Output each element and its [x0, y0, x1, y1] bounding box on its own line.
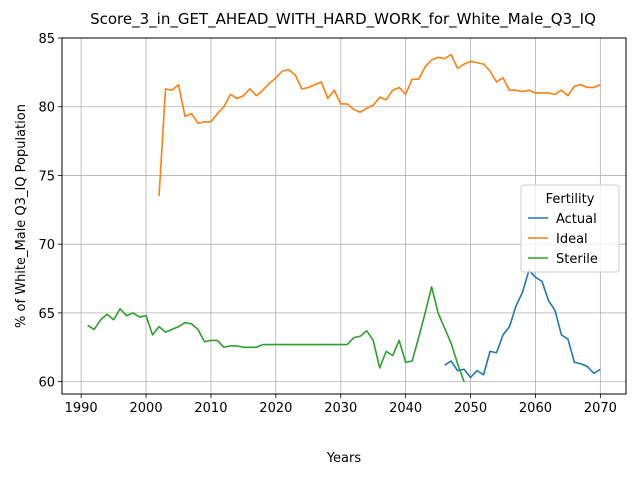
series-line-sterile	[87, 285, 465, 382]
y-tick-label: 70	[38, 238, 55, 253]
chart-title: Score_3_in_GET_AHEAD_WITH_HARD_WORK_for_…	[90, 10, 596, 29]
legend-label-ideal: Ideal	[556, 232, 588, 247]
x-tick-label: 2040	[389, 401, 422, 416]
series-layer	[87, 53, 601, 382]
x-tick-label: 2000	[130, 401, 163, 416]
x-tick-label: 1990	[65, 401, 98, 416]
legend-label-actual: Actual	[556, 212, 597, 227]
y-tick-label: 85	[38, 32, 55, 47]
y-tick-label: 60	[38, 376, 55, 391]
x-tick-label: 2060	[519, 401, 552, 416]
x-tick-label: 2050	[454, 401, 487, 416]
legend-items: Actual Ideal Sterile	[528, 212, 598, 267]
y-tick-label: 65	[38, 307, 55, 322]
series-line-actual	[444, 269, 601, 379]
x-tick-label: 2030	[324, 401, 357, 416]
y-axis: 60 65 70 75 80 85	[38, 32, 62, 391]
legend-label-sterile: Sterile	[556, 252, 598, 267]
series-line-ideal	[158, 53, 601, 197]
legend-title: Fertility	[546, 192, 595, 207]
legend: Fertility Actual Ideal Sterile	[520, 184, 620, 273]
y-tick-label: 75	[38, 169, 55, 184]
y-tick-label: 80	[38, 101, 55, 116]
legend-box	[520, 184, 620, 273]
x-tick-label: 2070	[584, 401, 617, 416]
plot-frame	[61, 37, 627, 395]
x-tick-label: 2020	[259, 401, 292, 416]
grid	[62, 37, 626, 394]
x-axis: 1990 2000 2010 2020 2030 2040 2050 2060 2070	[65, 394, 617, 416]
y-axis-title: % of White_Male Q3_IQ Population	[14, 104, 29, 328]
x-tick-label: 2010	[194, 401, 227, 416]
x-axis-title: Years	[326, 451, 362, 466]
